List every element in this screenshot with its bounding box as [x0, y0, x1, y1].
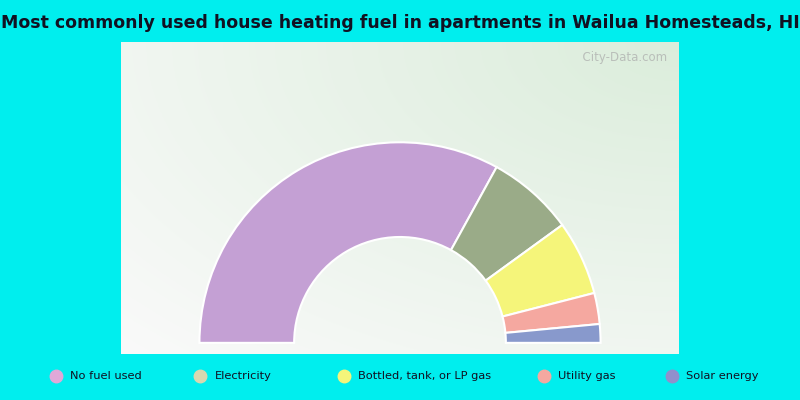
- Text: Electricity: Electricity: [214, 371, 271, 381]
- Wedge shape: [502, 293, 600, 333]
- Wedge shape: [199, 142, 497, 343]
- Text: No fuel used: No fuel used: [70, 371, 142, 381]
- Text: City-Data.com: City-Data.com: [575, 51, 667, 64]
- Wedge shape: [506, 324, 601, 343]
- Text: Most commonly used house heating fuel in apartments in Wailua Homesteads, HI: Most commonly used house heating fuel in…: [1, 14, 799, 32]
- Text: Utility gas: Utility gas: [558, 371, 616, 381]
- Text: Bottled, tank, or LP gas: Bottled, tank, or LP gas: [358, 371, 491, 381]
- Text: Solar energy: Solar energy: [686, 371, 759, 381]
- Wedge shape: [486, 225, 594, 316]
- Wedge shape: [451, 167, 562, 281]
